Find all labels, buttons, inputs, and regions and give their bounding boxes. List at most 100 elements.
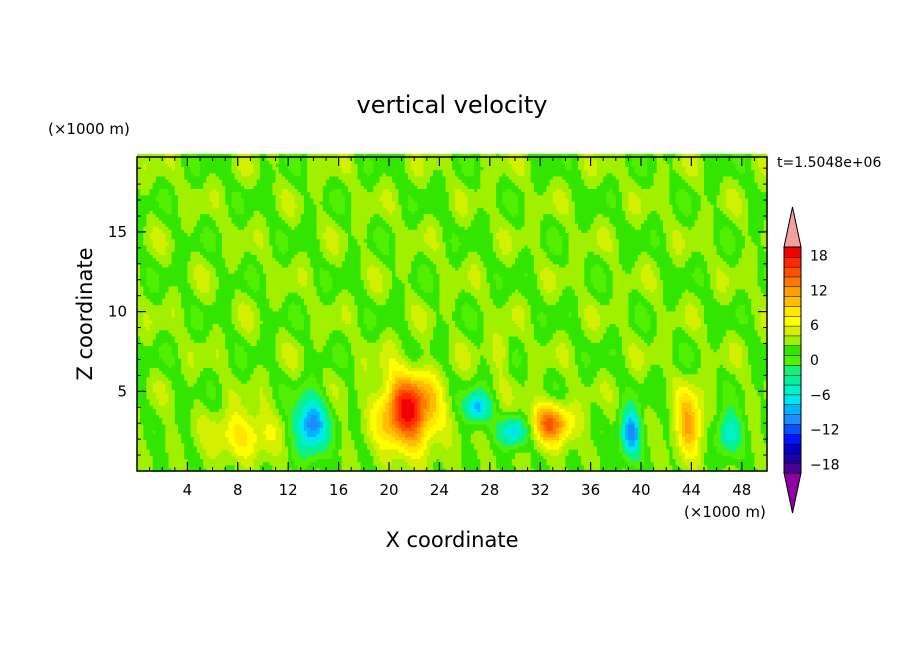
contour-cell [209, 326, 214, 331]
contour-cell [203, 417, 207, 422]
contour-cell [256, 200, 261, 205]
contour-cell [253, 317, 258, 321]
contour-cell [146, 279, 151, 284]
contour-cell [140, 370, 144, 375]
contour-cell [209, 207, 214, 211]
contour-cell [137, 342, 141, 346]
contour-cell [171, 423, 176, 428]
contour-cell [168, 197, 173, 202]
contour-cell [200, 389, 204, 394]
contour-cell [203, 216, 207, 221]
contour-cell [256, 455, 261, 460]
contour-cell [190, 273, 195, 277]
contour-cell [171, 270, 176, 274]
contour-cell [159, 248, 163, 252]
contour-cell [140, 276, 144, 281]
contour-cell [256, 411, 261, 416]
contour-cell [193, 357, 198, 362]
contour-cell [190, 172, 195, 177]
contour-cell [244, 364, 248, 368]
contour-cell [137, 295, 141, 299]
contour-cell [165, 307, 170, 312]
contour-cell [215, 342, 220, 346]
contour-cell [190, 389, 195, 394]
contour-cell [184, 292, 188, 296]
contour-cell [215, 389, 220, 394]
contour-cell [250, 364, 255, 368]
contour-cell [244, 254, 248, 259]
contour-cell [146, 401, 151, 406]
contour-cell [171, 373, 176, 378]
contour-cell [155, 194, 160, 199]
contour-cell [253, 364, 258, 368]
contour-cell [250, 310, 255, 315]
contour-cell [200, 279, 204, 284]
contour-cell [149, 175, 154, 180]
contour-cell [193, 160, 198, 164]
contour-cell [155, 304, 160, 309]
contour-cell [162, 364, 166, 368]
contour-cell [206, 420, 211, 425]
contour-cell [146, 216, 151, 221]
contour-cell [218, 288, 223, 293]
contour-cell [244, 354, 248, 359]
contour-cell [212, 163, 217, 168]
contour-cell [149, 351, 154, 356]
contour-cell [187, 417, 192, 422]
contour-cell [184, 417, 188, 422]
contour-cell [218, 373, 223, 378]
contour-cell [256, 153, 261, 158]
contour-cell [237, 204, 242, 208]
contour-cell [247, 445, 251, 450]
contour-cell [155, 226, 160, 230]
contour-cell [212, 411, 217, 416]
contour-cell [152, 210, 157, 215]
contour-cell [209, 314, 214, 318]
contour-cell [209, 301, 214, 306]
contour-cell [140, 464, 144, 469]
contour-cell [159, 207, 163, 211]
contour-cell [247, 427, 251, 431]
contour-cell [184, 461, 188, 466]
contour-cell [184, 401, 188, 406]
contour-cell [231, 320, 236, 325]
contour-cell [168, 373, 173, 378]
contour-cell [159, 160, 163, 164]
contour-cell [155, 383, 160, 387]
contour-cell [171, 219, 176, 224]
contour-cell [247, 257, 251, 262]
contour-cell [244, 357, 248, 362]
contour-cell [212, 389, 217, 394]
contour-cell [234, 175, 239, 180]
contour-cell [146, 226, 151, 230]
contour-cell [256, 332, 261, 337]
contour-cell [174, 163, 179, 168]
contour-cell [177, 335, 182, 340]
contour-cell [177, 279, 182, 284]
contour-cell [237, 251, 242, 255]
contour-cell [206, 357, 211, 362]
contour-cell [165, 455, 170, 460]
contour-cell [152, 238, 157, 243]
contour-cell [177, 204, 182, 208]
contour-cell [193, 430, 198, 434]
contour-cell [196, 323, 201, 328]
contour-cell [149, 288, 154, 293]
contour-cell [222, 373, 226, 378]
contour-cell [187, 185, 192, 189]
contour-cell [162, 178, 166, 183]
contour-cell [247, 342, 251, 346]
contour-cell [259, 449, 264, 453]
contour-cell [212, 386, 217, 390]
contour-cell [231, 430, 236, 434]
contour-cell [253, 304, 258, 309]
contour-cell [162, 263, 166, 268]
contour-cell [140, 329, 144, 334]
contour-cell [253, 310, 258, 315]
contour-cell [240, 357, 245, 362]
contour-cell [225, 301, 229, 306]
contour-cell [187, 241, 192, 246]
contour-cell [259, 376, 264, 381]
contour-cell [171, 260, 176, 265]
contour-cell [196, 279, 201, 284]
